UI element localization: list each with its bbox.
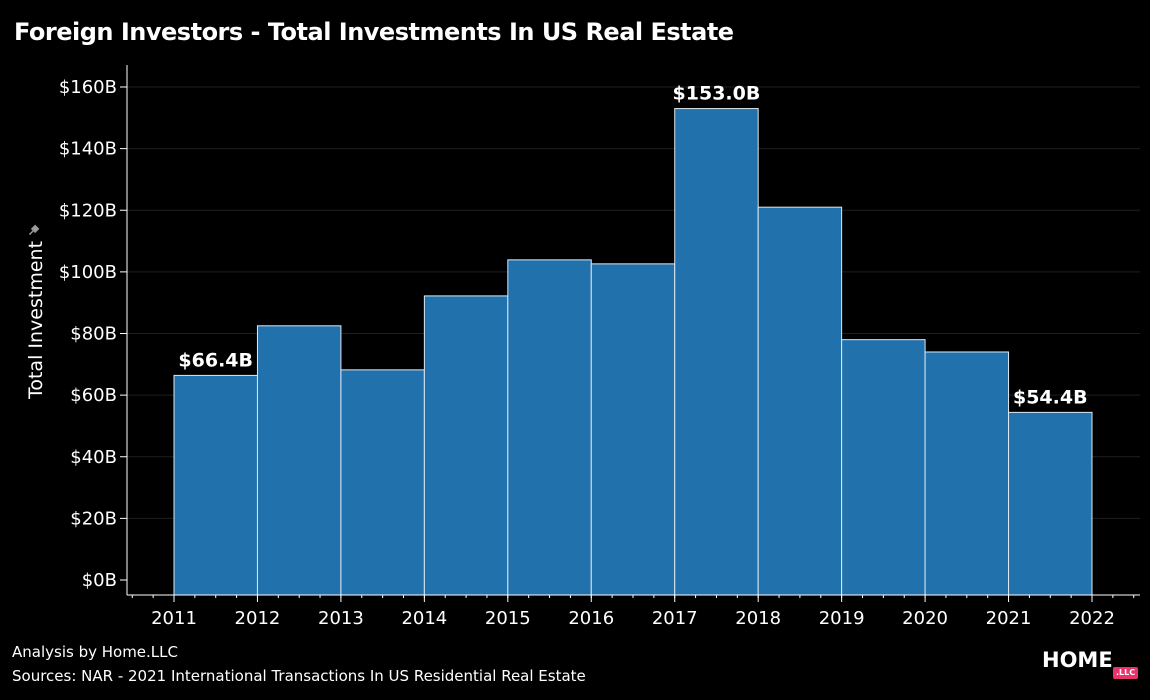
llc-badge: .LLC xyxy=(1113,667,1139,679)
x-tick-label: 2013 xyxy=(318,608,364,629)
x-tick-label: 2017 xyxy=(652,608,698,629)
data-label-2011: $66.4B xyxy=(178,349,253,371)
x-tick-label: 2020 xyxy=(902,608,948,629)
sources-note: Sources: NAR - 2021 International Transa… xyxy=(12,667,586,685)
y-tick-label: $120B xyxy=(59,200,117,221)
x-tick-label: 2011 xyxy=(151,608,197,629)
bar-2018 xyxy=(757,206,843,596)
chart-title: Foreign Investors - Total Investments In… xyxy=(14,18,734,46)
x-tick-label: 2012 xyxy=(235,608,281,629)
data-label-2021: $54.4B xyxy=(1013,386,1088,408)
x-tick-label: 2021 xyxy=(986,608,1032,629)
bar-2020 xyxy=(924,351,1010,596)
x-tick-label: 2018 xyxy=(735,608,781,629)
bar-2019 xyxy=(841,339,926,596)
x-tick-label: 2016 xyxy=(568,608,614,629)
bar-2021 xyxy=(1008,411,1093,596)
analysis-credit: Analysis by Home.LLC xyxy=(12,643,178,661)
y-tick-label: $140B xyxy=(59,139,117,160)
data-label-2017: $153.0B xyxy=(673,83,761,105)
bar-2017 xyxy=(674,108,759,596)
axes: $0B $20B $40B $60B $80B $100B $120B $140B $160B 2… xyxy=(59,65,1140,629)
bar-2016 xyxy=(590,263,676,596)
home-llc-logo: HOME xyxy=(1042,648,1113,672)
y-tick-label: $40B xyxy=(70,447,117,468)
y-tick-label: $80B xyxy=(70,324,117,345)
data-labels: $66.4B $153.0B $54.4B xyxy=(178,83,1087,409)
bar-2013 xyxy=(340,369,425,596)
bar-2012 xyxy=(256,325,342,596)
bar-2014 xyxy=(423,295,509,596)
x-tick-label: 2015 xyxy=(485,608,531,629)
pin-icon xyxy=(28,224,40,236)
bar-2015 xyxy=(507,259,592,596)
y-tick-label: $160B xyxy=(59,77,117,98)
y-tick-label: $100B xyxy=(59,262,117,283)
x-tick-label: 2014 xyxy=(401,608,447,629)
y-axis-title: Total Investment xyxy=(25,241,47,400)
bar-2011 xyxy=(173,374,258,596)
x-tick-label: 2022 xyxy=(1069,608,1115,629)
y-tick-label: $20B xyxy=(70,508,117,529)
x-tick-label: 2019 xyxy=(819,608,865,629)
bars xyxy=(173,108,1093,596)
y-tick-label: $0B xyxy=(82,570,117,591)
y-tick-label: $60B xyxy=(70,385,117,406)
